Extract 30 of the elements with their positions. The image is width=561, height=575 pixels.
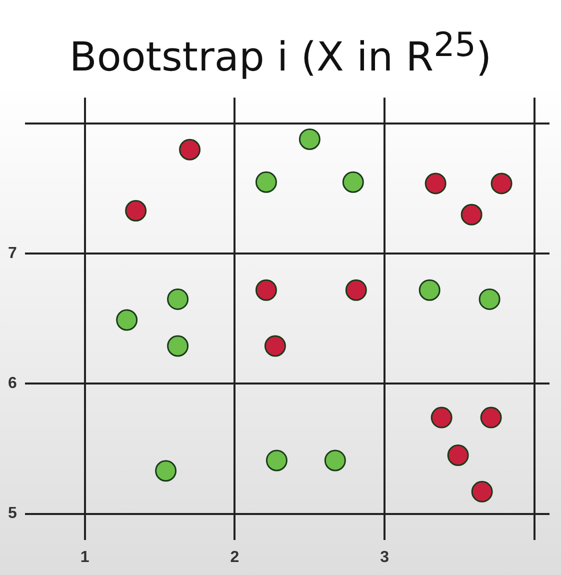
point: [255, 171, 277, 193]
x-tick-label: 1: [80, 548, 90, 566]
point: [116, 309, 138, 331]
x-tick-label: 3: [380, 548, 390, 566]
point: [266, 450, 288, 472]
point: [324, 450, 346, 472]
point: [342, 171, 364, 193]
y-tick-label: 5: [8, 505, 17, 522]
chart-title: Bootstrap i (X in R$^{25}$): [68, 24, 493, 80]
point: [447, 444, 469, 466]
y-tick-label: 7: [8, 245, 17, 262]
point: [418, 279, 440, 301]
point: [430, 406, 452, 428]
point: [125, 200, 147, 222]
point: [167, 335, 189, 357]
point: [478, 288, 500, 310]
y-tick-label: 6: [8, 375, 17, 392]
point: [264, 335, 286, 357]
point: [298, 128, 320, 150]
point: [460, 204, 482, 226]
point: [480, 406, 502, 428]
x-tick-label: 2: [230, 548, 240, 566]
point: [471, 480, 493, 502]
point: [155, 460, 177, 482]
point: [255, 279, 277, 301]
point: [179, 138, 201, 160]
point: [167, 288, 189, 310]
point: [490, 172, 512, 194]
point: [424, 172, 446, 194]
point: [345, 279, 367, 301]
